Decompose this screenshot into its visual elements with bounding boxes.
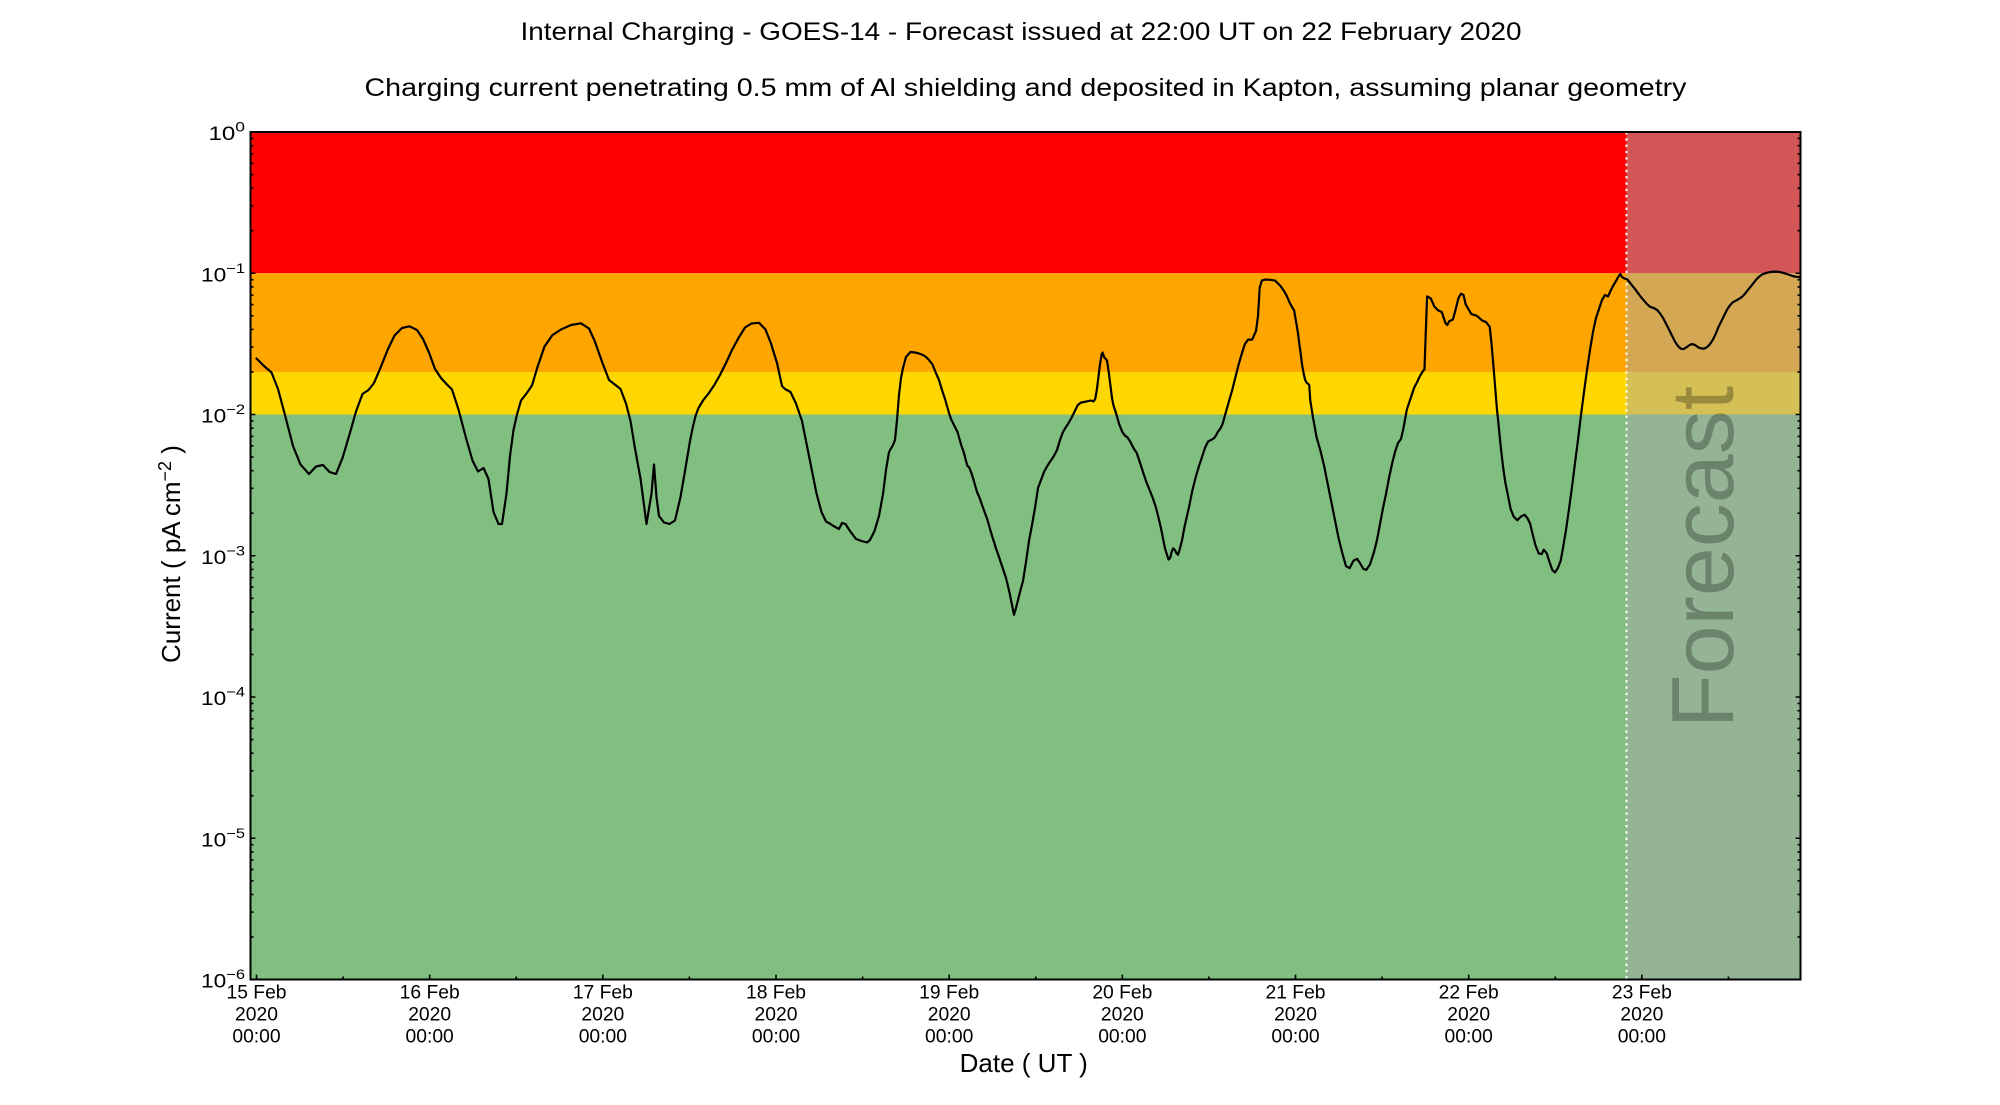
svg-text:Charging current penetrating 0: Charging current penetrating 0.5 mm of A… <box>365 74 1687 102</box>
svg-text:23 Feb: 23 Feb <box>1612 982 1672 1003</box>
svg-text:00:00: 00:00 <box>1098 1027 1146 1048</box>
svg-text:18 Feb: 18 Feb <box>746 982 806 1003</box>
svg-text:00:00: 00:00 <box>232 1027 280 1048</box>
svg-text:00:00: 00:00 <box>752 1027 800 1048</box>
svg-text:2020: 2020 <box>1101 1004 1144 1025</box>
svg-text:00:00: 00:00 <box>1271 1027 1319 1048</box>
svg-text:00:00: 00:00 <box>1445 1027 1493 1048</box>
svg-text:2020: 2020 <box>1274 1004 1317 1025</box>
svg-text:Date ( UT ): Date ( UT ) <box>960 1048 1088 1078</box>
svg-text:00:00: 00:00 <box>579 1027 627 1048</box>
svg-text:2020: 2020 <box>928 1004 971 1025</box>
svg-text:00:00: 00:00 <box>925 1027 973 1048</box>
svg-text:20 Feb: 20 Feb <box>1092 982 1152 1003</box>
svg-text:Forecast: Forecast <box>1653 386 1752 728</box>
svg-text:2020: 2020 <box>1447 1004 1490 1025</box>
svg-text:2020: 2020 <box>581 1004 624 1025</box>
svg-text:Current ( pA cm−2 ): Current ( pA cm−2 ) <box>155 445 186 663</box>
svg-text:2020: 2020 <box>408 1004 451 1025</box>
svg-text:00:00: 00:00 <box>1618 1027 1666 1048</box>
svg-text:17 Feb: 17 Feb <box>573 982 633 1003</box>
svg-text:2020: 2020 <box>1620 1004 1663 1025</box>
svg-text:2020: 2020 <box>755 1004 798 1025</box>
svg-text:16 Feb: 16 Feb <box>400 982 460 1003</box>
svg-text:2020: 2020 <box>235 1004 278 1025</box>
svg-text:Internal Charging - GOES-14 -: Internal Charging - GOES-14 - Forecast i… <box>521 19 1522 46</box>
svg-text:22 Feb: 22 Feb <box>1439 982 1499 1003</box>
svg-text:21 Feb: 21 Feb <box>1266 982 1326 1003</box>
svg-text:19 Feb: 19 Feb <box>919 982 979 1003</box>
svg-text:15 Feb: 15 Feb <box>226 982 286 1003</box>
svg-text:00:00: 00:00 <box>406 1027 454 1048</box>
